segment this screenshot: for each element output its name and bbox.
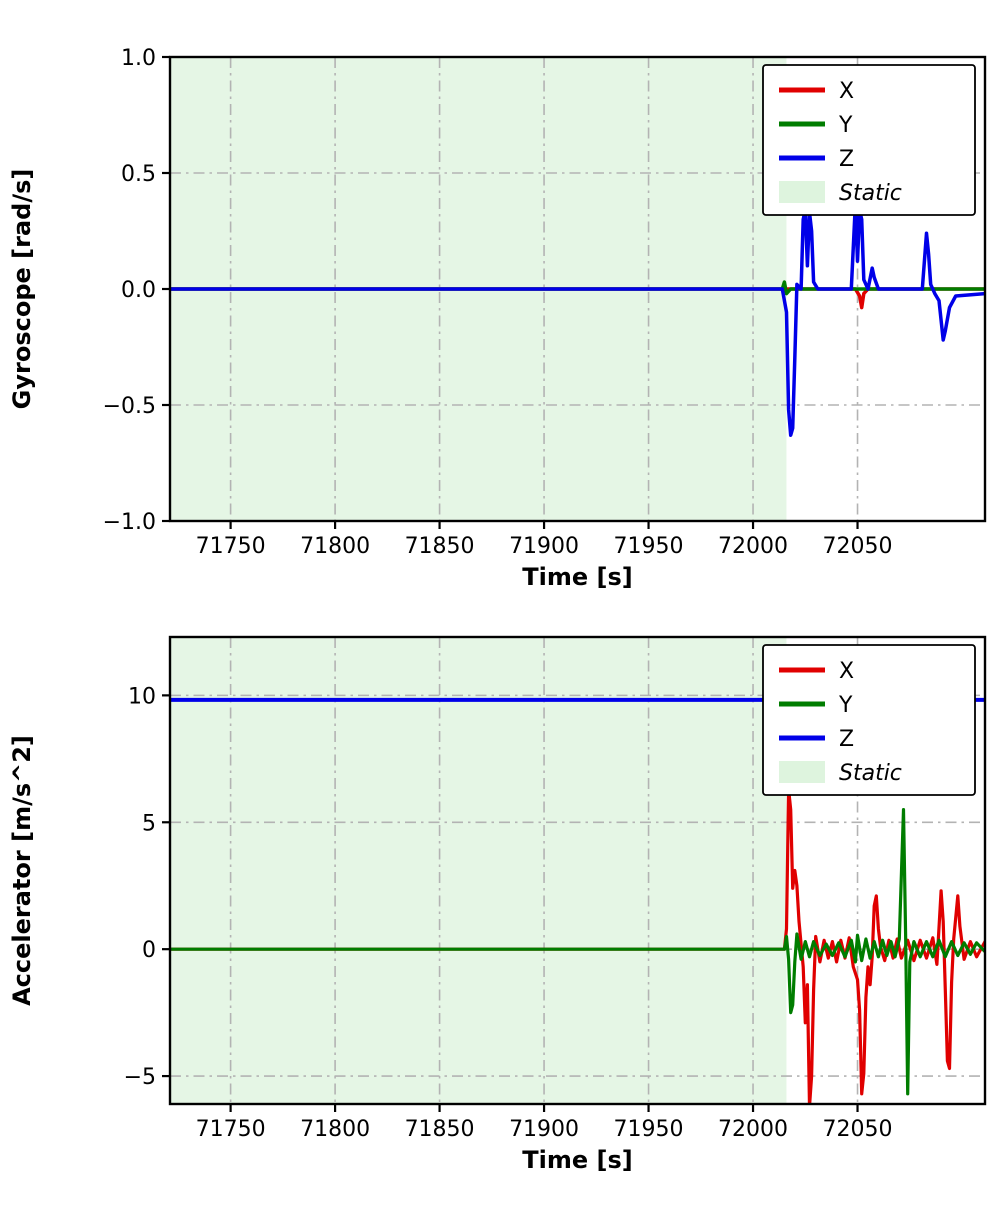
x-tick-label: 72050 xyxy=(823,1117,893,1142)
y-tick-label: −5 xyxy=(124,1065,156,1090)
series-Z xyxy=(170,201,985,437)
legend-label: Z xyxy=(839,727,854,752)
x-axis-label: Time [s] xyxy=(522,1146,632,1174)
legend-label: Z xyxy=(839,147,854,172)
axes-spines xyxy=(168,635,987,1106)
x-tick-label: 71950 xyxy=(614,534,684,559)
legend-label: Static xyxy=(839,181,902,206)
tick-marks xyxy=(162,55,859,529)
legend: XYZ Static xyxy=(762,64,976,216)
y-tick-label: 5 xyxy=(142,811,156,836)
x-tick-label: 71850 xyxy=(405,534,475,559)
x-tick-label: 71750 xyxy=(196,534,266,559)
gridlines xyxy=(170,56,985,522)
y-tick-label: 0 xyxy=(142,938,156,963)
gyroscope-chart: 71750 71800 71850 71900 71950 72000 72050 −1.0 −… xyxy=(8,46,987,591)
legend-label: Y xyxy=(838,113,853,138)
x-tick-label: 71750 xyxy=(196,1117,266,1142)
y-tick-label: −0.5 xyxy=(103,394,156,419)
x-axis-label: Time [s] xyxy=(522,563,632,591)
x-tick-label: 71850 xyxy=(405,1117,475,1142)
static-region xyxy=(170,637,787,1104)
y-tick-label: 10 xyxy=(128,684,156,709)
y-axis-label: Gyroscope [rad/s] xyxy=(8,169,36,410)
legend-swatch-Static xyxy=(779,761,825,783)
y-axis-label: Accelerator [m/s^2] xyxy=(8,735,36,1006)
x-tick-label: 71900 xyxy=(509,534,579,559)
y-tick-label: 0.0 xyxy=(121,278,156,303)
legend: XYZ Static xyxy=(762,644,976,796)
legend-label: X xyxy=(839,79,854,104)
legend-label: X xyxy=(839,659,854,684)
x-tick-label: 72050 xyxy=(823,534,893,559)
y-tick-label: −1.0 xyxy=(103,510,156,535)
y-tick-label: 1.0 xyxy=(121,46,156,71)
tick-marks xyxy=(162,694,859,1112)
x-tick-label: 72000 xyxy=(718,1117,788,1142)
legend-box xyxy=(762,644,976,796)
legend-label: Static xyxy=(839,761,902,786)
legend-swatch-Static xyxy=(779,181,825,203)
legend-box xyxy=(762,64,976,216)
series-X xyxy=(170,787,985,1104)
x-tick-label: 71950 xyxy=(614,1117,684,1142)
x-tick-label: 71800 xyxy=(300,1117,370,1142)
x-tick-label: 72000 xyxy=(718,534,788,559)
x-tick-label: 71900 xyxy=(509,1117,579,1142)
series-Y xyxy=(170,808,985,1096)
accelerator-chart: 71750 71800 71850 71900 71950 72000 72050 −5 0 5 1… xyxy=(8,635,987,1174)
legend-label: Y xyxy=(838,693,853,718)
x-tick-label: 71800 xyxy=(300,534,370,559)
y-tick-label: 0.5 xyxy=(121,162,156,187)
